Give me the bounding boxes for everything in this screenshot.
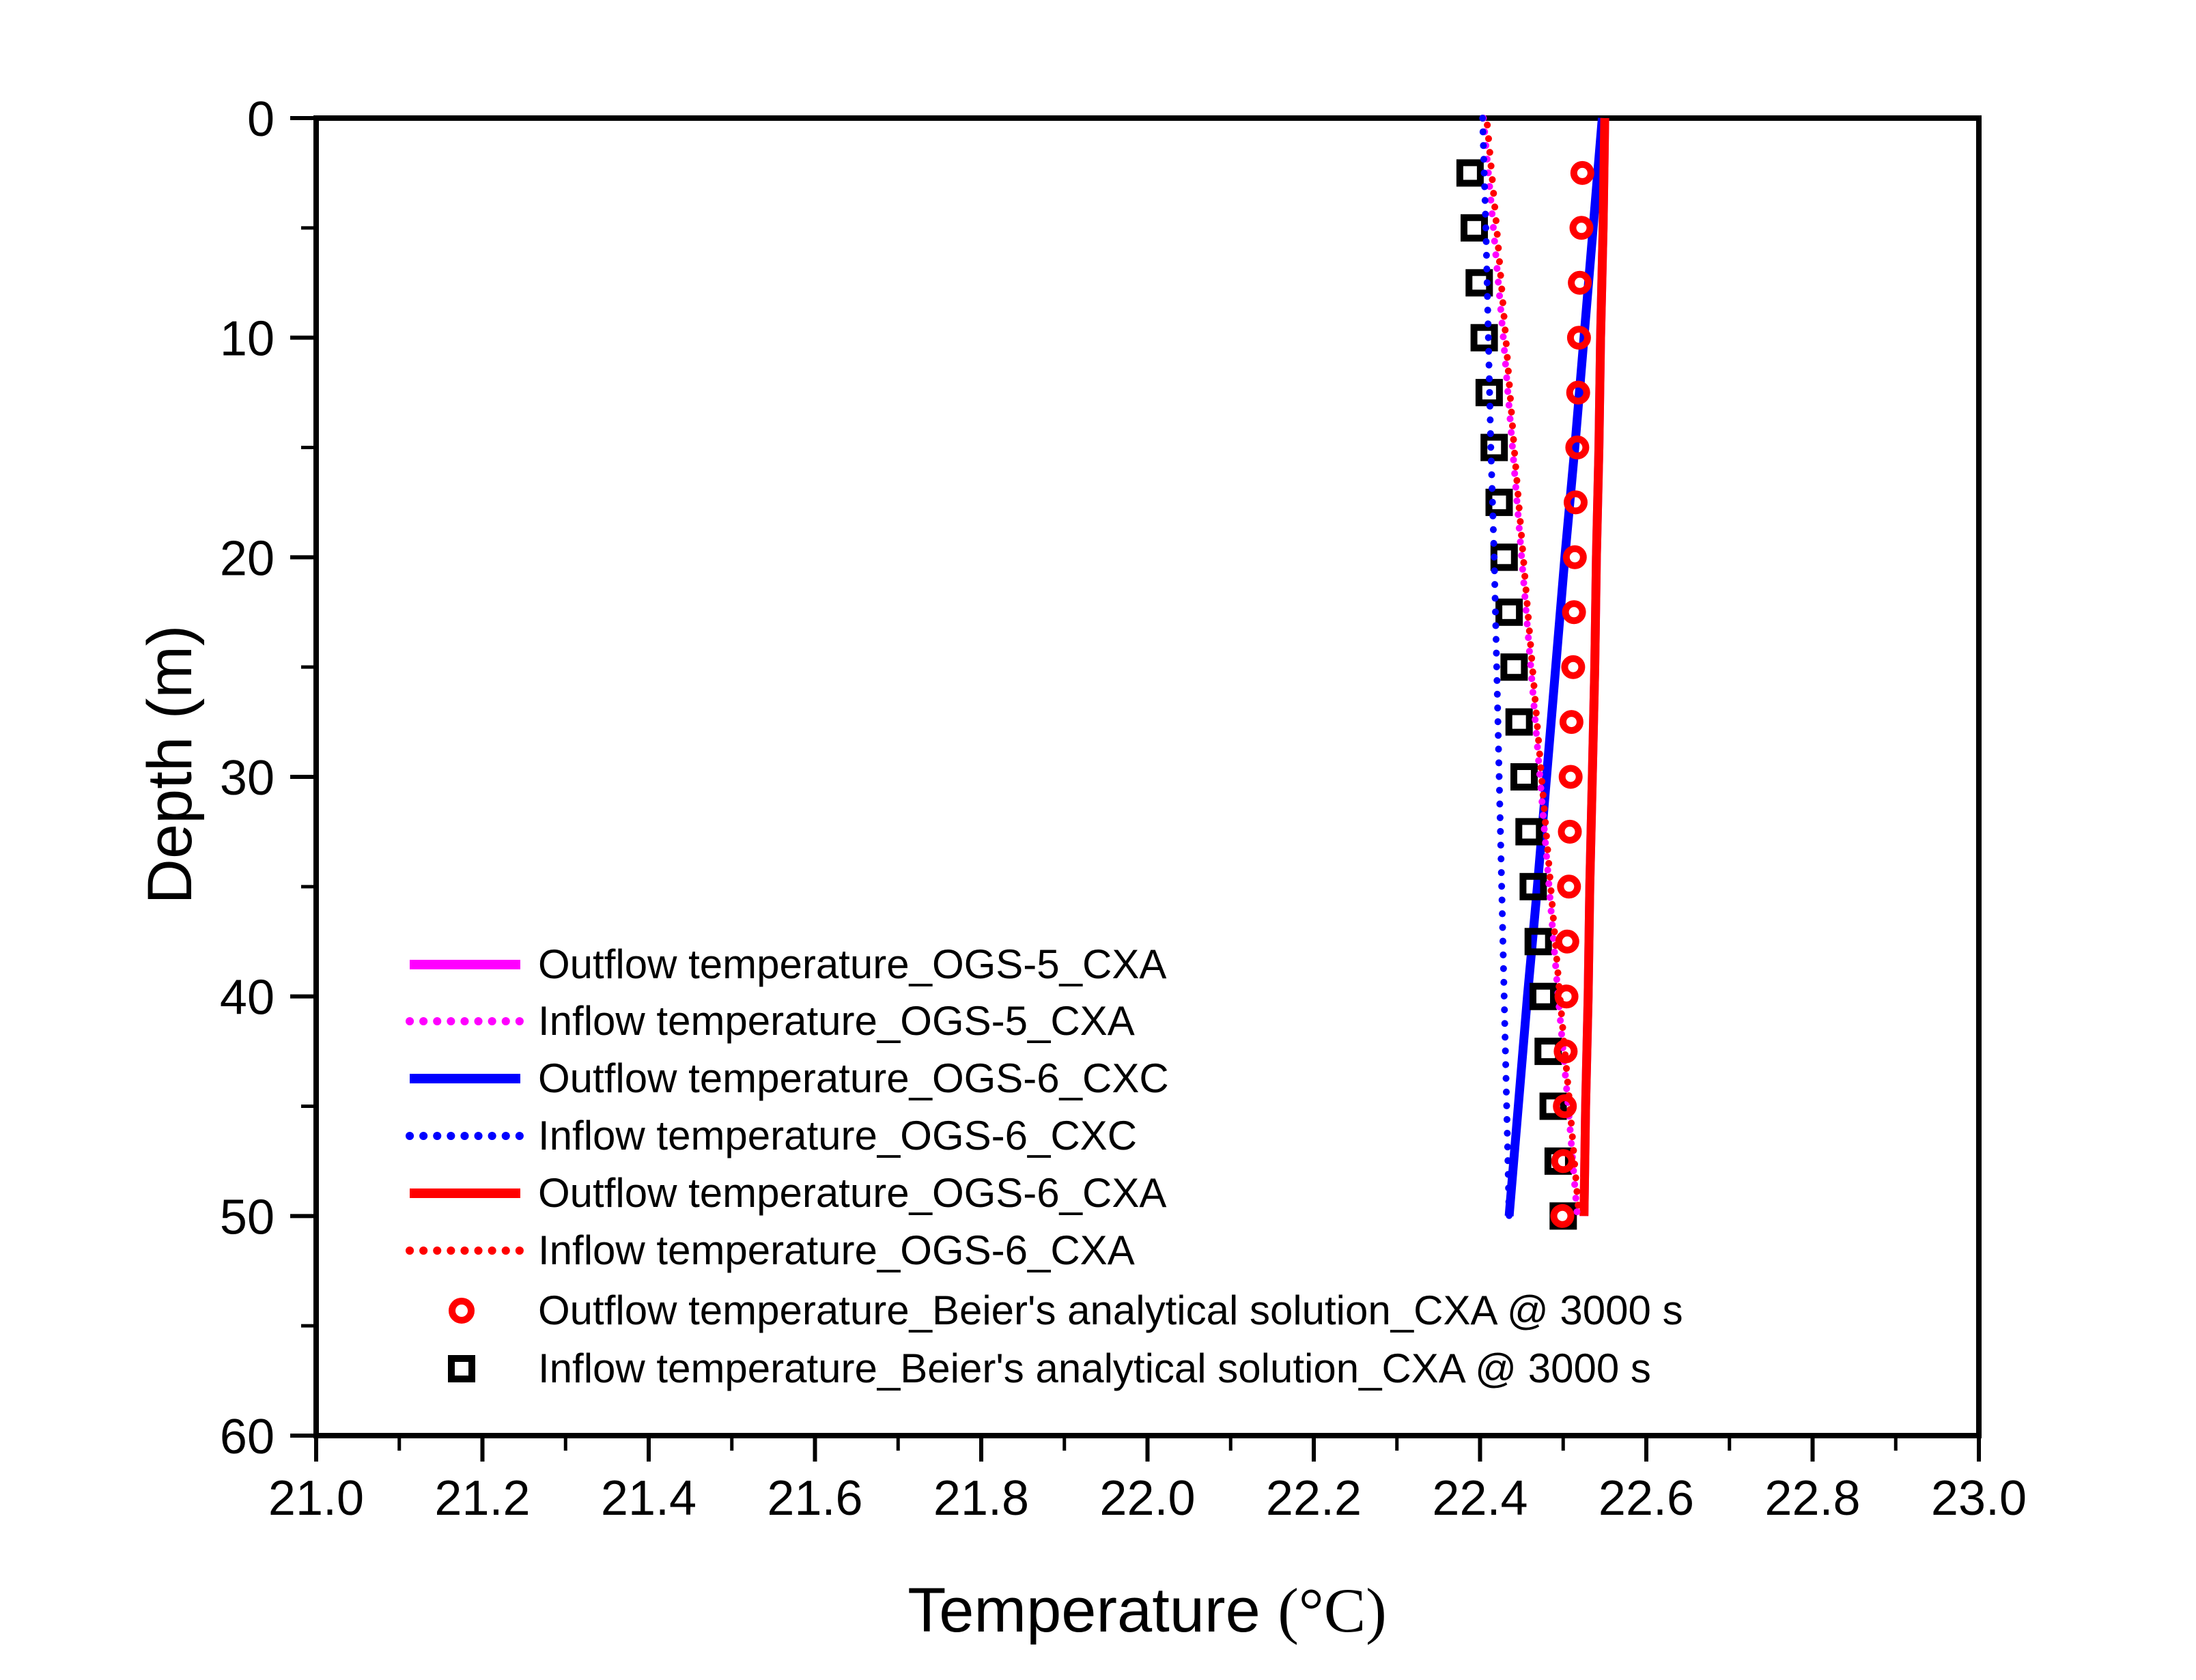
y-tick-label: 10 [220,312,274,367]
y-tick-label: 30 [220,751,274,806]
x-tick-label: 21.6 [767,1471,862,1526]
x-tick-label: 22.4 [1432,1471,1528,1526]
y-tick-label: 0 [247,92,274,147]
marker-circle-outflow-temperature-beier-s-analytical-solution-cxa-3000-s [1558,819,1582,844]
curve-inflow-temperature-ogs-6-cxc [1479,115,1513,1220]
legend-label: Outflow temperature_OGS-6_CXC [538,1055,1169,1101]
marker-square-inflow-temperature-beier-s-analytical-solution-cxa-3000-s [1470,324,1498,352]
legend-circle-marker [449,1298,475,1324]
marker-square-inflow-temperature-beier-s-analytical-solution-cxa-3000-s [1524,928,1552,956]
marker-circle-outflow-temperature-beier-s-analytical-solution-cxa-3000-s [1562,600,1586,625]
legend-label: Inflow temperature_Beier's analytical so… [538,1346,1651,1391]
legend: Outflow temperature_OGS-5_CXA Inflow tem… [406,941,1683,1391]
legend-row-outflow-beier: Outflow temperature_Beier's analytical s… [449,1287,1683,1333]
marker-circle-outflow-temperature-beier-s-analytical-solution-cxa-3000-s [1566,326,1591,350]
marker-square-inflow-temperature-beier-s-analytical-solution-cxa-3000-s [1480,433,1508,461]
marker-circle-outflow-temperature-beier-s-analytical-solution-cxa-3000-s [1568,270,1592,295]
marker-circle-outflow-temperature-beier-s-analytical-solution-cxa-3000-s [1566,380,1590,405]
marker-circle-outflow-temperature-beier-s-analytical-solution-cxa-3000-s [1551,1149,1575,1173]
axis-tick-labels: 21.0 21.2 21.4 21.6 21.8 22.0 22.2 22.4 22.6 22.8… [220,92,2027,1526]
legend-row-inflow-beier: Inflow temperature_Beier's analytical so… [448,1346,1651,1391]
marker-circle-outflow-temperature-beier-s-analytical-solution-cxa-3000-s [1555,929,1579,954]
legend-label: Outflow temperature_Beier's analytical s… [538,1287,1683,1333]
x-tick-label: 21.2 [434,1471,530,1526]
legend-label: Inflow temperature_OGS-6_CXC [538,1113,1137,1158]
legend-row-outflow-ogs6-cxa: Outflow temperature_OGS-6_CXA [410,1170,1166,1216]
legend-label: Inflow temperature_OGS-6_CXA [538,1227,1135,1273]
x-tick-label: 21.8 [933,1471,1029,1526]
y-tick-label: 20 [220,531,274,586]
data-curves [1456,115,1609,1230]
marker-circle-outflow-temperature-beier-s-analytical-solution-cxa-3000-s [1562,545,1587,569]
marker-circle-outflow-temperature-beier-s-analytical-solution-cxa-3000-s [1550,1204,1575,1228]
x-tick-label: 21.4 [601,1471,696,1526]
marker-square-inflow-temperature-beier-s-analytical-solution-cxa-3000-s [1539,1092,1567,1120]
marker-circle-outflow-temperature-beier-s-analytical-solution-cxa-3000-s [1569,216,1594,240]
marker-circle-outflow-temperature-beier-s-analytical-solution-cxa-3000-s [1565,436,1590,459]
marker-square-inflow-temperature-beier-s-analytical-solution-cxa-3000-s [1519,872,1547,900]
marker-circle-outflow-temperature-beier-s-analytical-solution-cxa-3000-s [1553,1094,1577,1118]
x-tick-label: 22.6 [1599,1471,1694,1526]
marker-circle-outflow-temperature-beier-s-analytical-solution-cxa-3000-s [1554,984,1579,1009]
legend-row-inflow-ogs5-cxa: Inflow temperature_OGS-5_CXA [406,998,1135,1044]
curve-inflow-temperature-ogs-5-cxa [1480,115,1581,1220]
marker-square-inflow-temperature-beier-s-analytical-solution-cxa-3000-s [1485,488,1513,516]
x-axis-title-main: Temperature [907,1576,1278,1645]
marker-square-inflow-temperature-beier-s-analytical-solution-cxa-3000-s [1456,159,1484,187]
curve-outflow-temperature-ogs-6-cxa [1579,117,1609,1216]
marker-circle-outflow-temperature-beier-s-analytical-solution-cxa-3000-s [1561,655,1586,679]
x-tick-label: 22.0 [1099,1471,1195,1526]
x-tick-label: 22.2 [1266,1471,1362,1526]
x-axis-title: Temperature (°C) [907,1576,1386,1645]
legend-label: Inflow temperature_OGS-5_CXA [538,998,1135,1044]
legend-row-inflow-ogs6-cxa: Inflow temperature_OGS-6_CXA [406,1227,1135,1273]
legend-row-outflow-ogs6-cxc: Outflow temperature_OGS-6_CXC [410,1055,1169,1101]
x-tick-label: 22.8 [1764,1471,1860,1526]
marker-circle-outflow-temperature-beier-s-analytical-solution-cxa-3000-s [1570,160,1594,185]
y-tick-label: 60 [220,1410,274,1464]
marker-square-inflow-temperature-beier-s-analytical-solution-cxa-3000-s [1500,653,1528,681]
legend-row-outflow-ogs5-cxa: Outflow temperature_OGS-5_CXA [410,941,1166,987]
curve-inflow-temperature-ogs-6-cxa [1483,115,1583,1220]
legend-label: Outflow temperature_OGS-5_CXA [538,941,1166,987]
marker-square-inflow-temperature-beier-s-analytical-solution-cxa-3000-s [1510,763,1538,791]
marker-square-inflow-temperature-beier-s-analytical-solution-cxa-3000-s [1515,818,1543,846]
marker-circle-outflow-temperature-beier-s-analytical-solution-cxa-3000-s [1564,490,1588,515]
axis-ticks [290,116,1981,1462]
marker-square-inflow-temperature-beier-s-analytical-solution-cxa-3000-s [1461,214,1488,242]
legend-label: Outflow temperature_OGS-6_CXA [538,1170,1166,1216]
x-tick-label: 23.0 [1931,1471,2027,1526]
marker-square-inflow-temperature-beier-s-analytical-solution-cxa-3000-s [1530,982,1557,1010]
x-axis-title-unit: (°C) [1278,1576,1386,1645]
marker-circle-outflow-temperature-beier-s-analytical-solution-cxa-3000-s [1557,874,1581,899]
legend-row-inflow-ogs6-cxc: Inflow temperature_OGS-6_CXC [406,1113,1137,1158]
legend-square-marker [448,1355,475,1382]
marker-square-inflow-temperature-beier-s-analytical-solution-cxa-3000-s [1495,598,1523,626]
y-tick-label: 50 [220,1190,274,1244]
marker-square-inflow-temperature-beier-s-analytical-solution-cxa-3000-s [1505,708,1533,736]
y-axis-title: Depth (m) [135,625,205,905]
curve-outflow-temperature-ogs-6-cxc [1504,117,1607,1216]
marker-circle-outflow-temperature-beier-s-analytical-solution-cxa-3000-s [1553,1039,1578,1064]
y-tick-label: 40 [220,971,274,1025]
x-tick-label: 21.0 [268,1471,364,1526]
marker-circle-outflow-temperature-beier-s-analytical-solution-cxa-3000-s [1558,765,1583,789]
marker-circle-outflow-temperature-beier-s-analytical-solution-cxa-3000-s [1559,710,1583,735]
